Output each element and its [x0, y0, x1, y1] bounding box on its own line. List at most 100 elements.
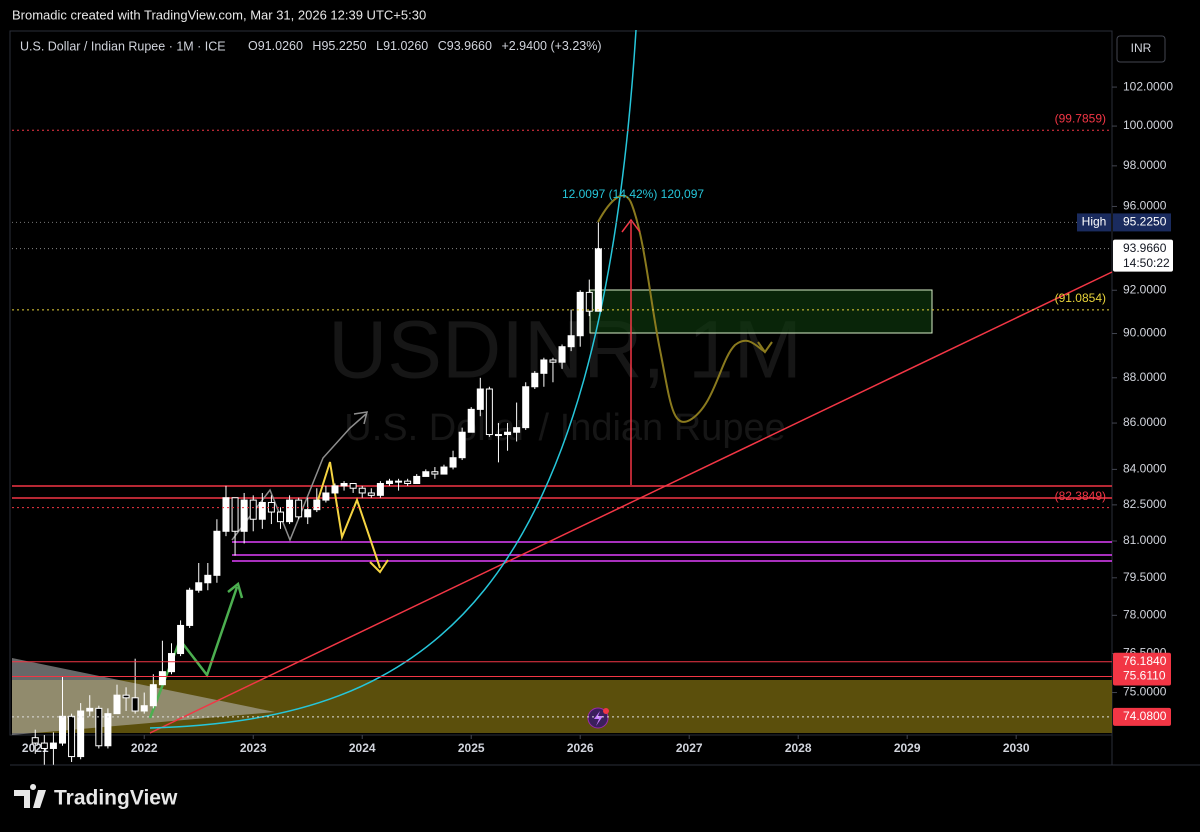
y-tick-label: 79.5000 [1123, 570, 1167, 584]
candle-body [186, 589, 194, 626]
candle-body [222, 497, 230, 532]
candle-body [140, 705, 148, 712]
candle-body [467, 408, 475, 433]
candle-body [404, 480, 412, 485]
candle-body [249, 499, 257, 520]
candle-body [531, 372, 539, 388]
last-price-box [1113, 239, 1173, 272]
level-label: (91.0854) [1055, 291, 1106, 305]
x-tick-label: 2027 [676, 741, 703, 755]
candle-body [68, 715, 76, 758]
candle-body [322, 492, 330, 501]
candle-body [195, 582, 203, 591]
measure-arrow [621, 218, 641, 233]
candle-body [304, 509, 312, 518]
candle-body [231, 497, 239, 532]
candle-body [49, 742, 57, 749]
candle-body [258, 501, 266, 520]
level-label: (82.3849) [1055, 489, 1106, 503]
y-tick-label: 81.0000 [1123, 533, 1167, 547]
green-arrowhead [227, 581, 244, 599]
candle-body [331, 485, 339, 494]
candle-body [413, 475, 421, 485]
legend-key: O [248, 39, 258, 53]
high-tag: High [1082, 215, 1107, 229]
candle-body [567, 335, 575, 348]
candle-body [431, 471, 439, 475]
legend-key: H [312, 39, 321, 53]
target-box [589, 289, 933, 334]
legend-value: 91.0260 [258, 39, 303, 53]
brand-name: TradingView [54, 787, 178, 810]
projection-path [597, 194, 766, 423]
candle-body [58, 715, 66, 744]
x-tick-label: 2029 [894, 741, 921, 755]
candle-body [177, 624, 185, 655]
y-tick-label: 98.0000 [1123, 158, 1167, 172]
x-tick-label: 2024 [349, 741, 376, 755]
candle-body [240, 499, 248, 532]
candle-body [86, 707, 94, 712]
candle-body [131, 697, 139, 712]
candle-body [313, 499, 321, 511]
candle-body [494, 434, 502, 437]
high-tag-box [1077, 213, 1111, 232]
high-value-box [1113, 213, 1171, 232]
candle-body [458, 431, 466, 459]
legend: U.S. Dollar / Indian Rupee · 1M · ICE O9… [20, 39, 602, 53]
currency-button[interactable] [1116, 35, 1166, 63]
candle-body [558, 346, 566, 363]
level-label-box [1113, 707, 1171, 726]
y-tick-label: 102.0000 [1123, 79, 1173, 93]
candle-body [422, 471, 430, 477]
candle-body [485, 388, 493, 436]
candle-body [340, 483, 348, 487]
candle-body [104, 713, 112, 747]
candle-body [395, 480, 403, 483]
projection-arrow [757, 341, 773, 354]
candle-body [95, 707, 103, 747]
candle-body [540, 359, 548, 374]
x-tick-label: 2026 [567, 741, 594, 755]
x-tick-label: 2028 [785, 741, 812, 755]
header-text: Bromadic created with TradingView.com, M… [12, 7, 426, 22]
candle-body [158, 671, 166, 686]
level-label-box [1113, 667, 1171, 686]
candle-body [295, 499, 303, 518]
legend-symbol: U.S. Dollar / Indian Rupee · 1M · ICE [20, 39, 226, 53]
legend-key: C [438, 39, 447, 53]
candle-body [585, 291, 593, 312]
y-tick-label: 86.0000 [1123, 415, 1167, 429]
candle-body [40, 742, 48, 749]
candle-body [376, 483, 384, 496]
candle-body [167, 653, 175, 673]
candle-body [358, 487, 366, 494]
legend-value: 93.9660 [447, 39, 492, 53]
y-tick-label: 92.0000 [1123, 282, 1167, 296]
alert-bolt [594, 711, 603, 726]
level-label: (99.7859) [1055, 111, 1106, 125]
candle-body [594, 248, 602, 312]
candle-body [276, 511, 284, 523]
legend-value: 95.2250 [321, 39, 366, 53]
last-price: 93.9660 [1123, 241, 1167, 255]
countdown: 14:50:22 [1123, 256, 1170, 270]
candle-body [149, 684, 157, 707]
level-label: 75.6110 [1123, 669, 1166, 683]
gray-path [231, 413, 367, 543]
candle-body [113, 694, 121, 715]
yellow-path [317, 461, 381, 569]
brand-logo [14, 784, 46, 808]
candle-body [77, 710, 85, 758]
x-tick-label: 2025 [458, 741, 485, 755]
candle-body [576, 291, 584, 337]
y-tick-label: 78.0000 [1123, 607, 1167, 621]
candle-body [476, 388, 484, 410]
legend-key: L [376, 39, 383, 53]
high-value: 95.2250 [1123, 215, 1167, 229]
candle-body [204, 574, 212, 584]
yellow-arrowhead [369, 559, 389, 574]
legend-ohlc: O91.0260 H95.2250 L91.0260 C93.9660 +2.9… [248, 39, 602, 53]
